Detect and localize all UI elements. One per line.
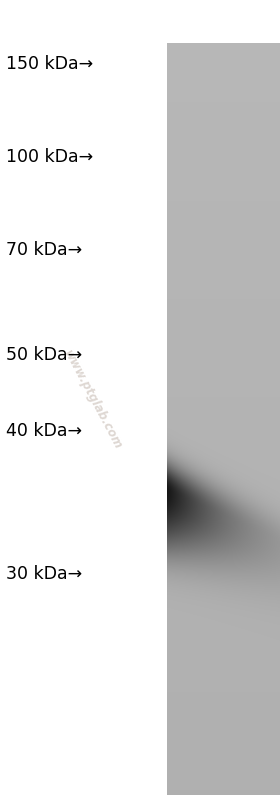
Text: 70 kDa→: 70 kDa→ bbox=[6, 241, 82, 259]
Text: 50 kDa→: 50 kDa→ bbox=[6, 346, 82, 364]
Text: 40 kDa→: 40 kDa→ bbox=[6, 423, 81, 440]
Text: 30 kDa→: 30 kDa→ bbox=[6, 565, 82, 582]
Text: 100 kDa→: 100 kDa→ bbox=[6, 149, 93, 166]
Text: www.ptglab.com: www.ptglab.com bbox=[61, 348, 124, 451]
Text: 150 kDa→: 150 kDa→ bbox=[6, 55, 93, 73]
